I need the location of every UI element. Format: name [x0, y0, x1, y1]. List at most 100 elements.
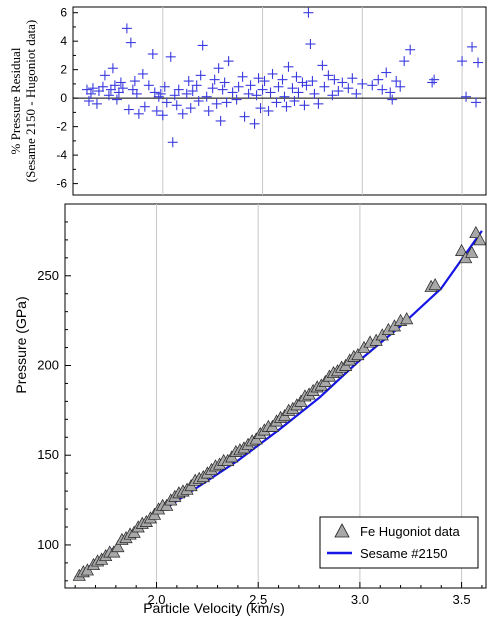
pressure-y-tick-label: 200: [37, 357, 59, 372]
residual-point: [137, 68, 148, 79]
residual-point: [149, 87, 160, 98]
residual-point: [461, 91, 472, 102]
residual-y-axis-label-line1: % Pressure Residual: [8, 47, 23, 154]
residual-point: [265, 87, 276, 98]
residual-point: [103, 90, 114, 101]
residual-point: [193, 96, 204, 106]
hugoniot-point: [111, 539, 125, 553]
residual-point: [157, 110, 168, 121]
residual-y-axis: -6 -4 -2 0 2 4 6: [56, 6, 78, 191]
residual-point: [323, 70, 334, 81]
residual-point: [221, 97, 232, 108]
residual-point: [183, 76, 194, 87]
residual-point: [293, 87, 304, 98]
residual-point: [309, 88, 320, 99]
residual-point: [177, 108, 188, 119]
pressure-x-tick-label: 3.0: [351, 592, 369, 607]
residual-point: [243, 88, 254, 99]
residual-point: [395, 81, 406, 92]
pressure-y-axis-label: Pressure (GPa): [13, 296, 29, 393]
hugoniot-points: [72, 225, 487, 581]
residual-y-tick-label: -4: [56, 148, 67, 162]
residual-point: [291, 71, 302, 82]
residual-point: [283, 61, 294, 72]
residual-point: [211, 98, 222, 109]
residual-point: [213, 63, 224, 74]
residual-point: [227, 87, 238, 98]
residual-point: [113, 87, 124, 98]
residual-point: [105, 84, 116, 95]
residual-point: [251, 90, 262, 101]
hugoniot-point: [400, 312, 414, 325]
residual-point: [93, 86, 104, 97]
pressure-plot-frame: [64, 203, 487, 589]
residual-point: [399, 56, 410, 67]
residual-point: [133, 108, 144, 119]
residual-point: [471, 97, 482, 108]
residual-point: [313, 98, 324, 109]
residual-point: [333, 86, 344, 97]
residual-point: [173, 84, 184, 95]
residual-y-tick-label: 2: [60, 63, 67, 77]
residual-point: [107, 63, 118, 74]
residual-point: [125, 37, 136, 48]
residual-point: [233, 81, 244, 92]
residual-point: [257, 84, 268, 95]
residual-point: [121, 23, 132, 34]
residual-point: [289, 96, 300, 106]
residual-point: [115, 77, 126, 88]
residual-point: [223, 56, 234, 67]
legend-label-data: Fe Hugoniot data: [360, 524, 461, 539]
hugoniot-point: [473, 233, 487, 246]
residual-point: [457, 56, 468, 67]
residual-point: [109, 80, 120, 91]
residual-point: [249, 118, 260, 129]
residual-y-tick-label: 0: [60, 91, 67, 105]
residual-point: [207, 83, 218, 94]
residual-point: [319, 81, 330, 92]
residual-point: [139, 101, 150, 112]
residual-point: [143, 80, 154, 91]
residual-point: [271, 97, 282, 108]
pressure-y-tick-label: 150: [37, 447, 59, 462]
residual-point: [129, 76, 140, 87]
residual-point: [99, 70, 110, 81]
legend-marker-triangle: [334, 523, 350, 538]
residual-point: [147, 49, 158, 59]
pressure-y-axis: 100 150 200 250: [37, 221, 71, 582]
residual-gridlines: [162, 7, 463, 195]
residual-point: [385, 87, 396, 98]
residual-point: [201, 91, 212, 102]
residual-point: [405, 44, 416, 55]
residual-point: [117, 83, 128, 94]
residual-plot-frame: [72, 6, 487, 196]
hugoniot-point: [428, 278, 442, 291]
hugoniot-point: [351, 347, 365, 361]
residual-point: [169, 90, 180, 101]
residual-point: [387, 94, 398, 105]
legend-label-sesame: Sesame #2150: [360, 546, 447, 561]
residual-y-tick-label: -2: [56, 120, 67, 134]
residual-y-tick-label: -6: [56, 177, 67, 191]
residual-point: [263, 105, 274, 116]
residual-point: [127, 84, 138, 95]
pressure-y-tick-label: 250: [37, 268, 59, 283]
residual-point: [273, 81, 284, 92]
residual-point: [197, 40, 208, 51]
residual-point: [165, 51, 176, 62]
residual-point: [123, 104, 134, 115]
residual-point: [131, 88, 142, 99]
residual-point: [181, 88, 192, 99]
residual-point: [253, 73, 264, 84]
residual-point: [391, 76, 402, 87]
residual-point: [377, 84, 388, 95]
hugoniot-point: [469, 225, 483, 239]
residual-point: [373, 74, 384, 85]
residual-point: [473, 57, 484, 68]
pressure-x-tick-label: 3.5: [453, 592, 471, 607]
residual-point: [427, 77, 438, 88]
residual-point: [91, 98, 102, 109]
residual-point: [255, 103, 266, 114]
